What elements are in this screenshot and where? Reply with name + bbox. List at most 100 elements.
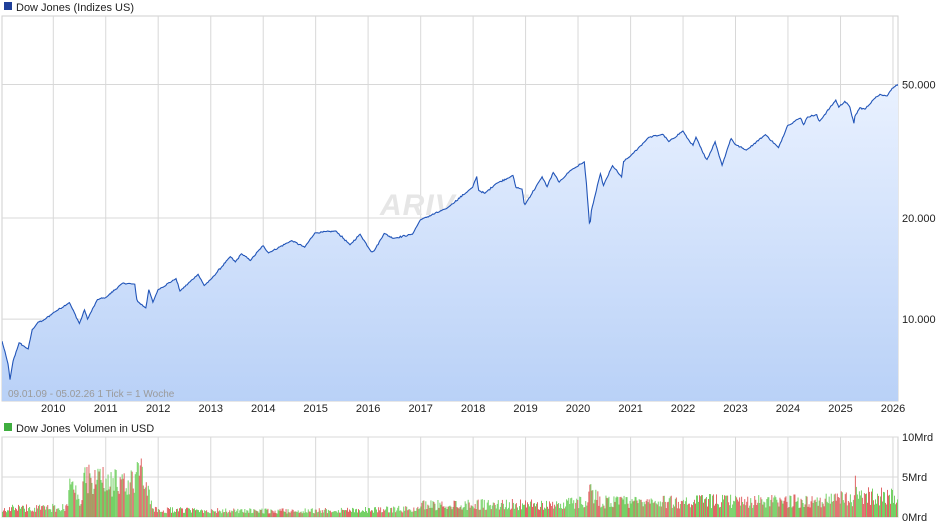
volume-bar xyxy=(710,494,711,517)
volume-bar xyxy=(226,511,228,517)
price-x-axis: 2010 2011 2012 2013 2014 2015 2016 2017 2018 2019… xyxy=(41,403,905,415)
volume-bar xyxy=(225,508,227,517)
volume-bar xyxy=(195,510,196,517)
volume-bar xyxy=(468,502,470,517)
volume-bar xyxy=(547,506,548,517)
volume-bar xyxy=(691,504,692,517)
volume-bar xyxy=(633,500,635,517)
volume-bar xyxy=(318,508,320,517)
volume-bar xyxy=(464,501,466,517)
x-tick-label: 2019 xyxy=(513,403,537,415)
volume-bar xyxy=(597,491,599,517)
volume-bar xyxy=(537,502,538,517)
volume-bar xyxy=(382,512,384,517)
volume-bar xyxy=(655,503,657,517)
volume-bar xyxy=(481,499,483,517)
volume-bar xyxy=(238,513,240,517)
volume-bar xyxy=(138,475,140,517)
volume-bar xyxy=(21,506,22,517)
volume-bar xyxy=(104,491,106,517)
volume-bar xyxy=(562,509,564,517)
volume-bar xyxy=(430,500,432,517)
volume-bar xyxy=(663,495,665,517)
volume-bar xyxy=(449,505,451,517)
volume-bar xyxy=(352,507,353,517)
volume-bar xyxy=(674,498,676,517)
volume-bar xyxy=(385,509,387,517)
volume-bar xyxy=(609,506,611,517)
volume-bar xyxy=(586,505,588,517)
x-tick-label: 2025 xyxy=(828,403,852,415)
volume-bar xyxy=(535,506,536,517)
volume-bar xyxy=(258,512,260,517)
volume-bar xyxy=(13,506,14,517)
volume-bar xyxy=(38,505,40,517)
volume-bar xyxy=(846,505,848,517)
volume-bar xyxy=(549,501,550,517)
volume-bar xyxy=(51,512,53,517)
volume-bar xyxy=(823,506,825,517)
volume-bar xyxy=(10,511,11,517)
volume-bar xyxy=(772,502,774,517)
volume-bar xyxy=(237,508,239,517)
volume-bar xyxy=(243,512,245,517)
volume-bar xyxy=(119,477,121,517)
volume-bar xyxy=(501,499,503,517)
volume-bar xyxy=(518,510,519,517)
volume-bar xyxy=(156,512,158,517)
volume-bar xyxy=(539,509,540,517)
volume-bar xyxy=(580,497,582,517)
volume-bar xyxy=(220,511,222,517)
volume-bar xyxy=(63,509,65,517)
volume-bar xyxy=(115,470,117,517)
volume-bar xyxy=(174,511,175,517)
volume-bar xyxy=(572,503,574,517)
volume-bar xyxy=(295,511,297,517)
volume-bar xyxy=(188,508,189,517)
volume-bar xyxy=(794,494,796,517)
volume-bar xyxy=(485,509,487,517)
volume-bar xyxy=(202,510,203,517)
volume-bar xyxy=(661,502,663,517)
volume-bar xyxy=(151,508,153,517)
volume-bar xyxy=(242,511,244,517)
volume-bar xyxy=(717,503,718,517)
volume-bar xyxy=(476,500,478,517)
volume-bar xyxy=(863,493,865,517)
volume-bar xyxy=(271,510,273,517)
volume-bar xyxy=(730,494,732,517)
volume-bar xyxy=(137,463,139,517)
volume-bar xyxy=(513,508,515,517)
volume-bar xyxy=(825,493,827,517)
volume-bar xyxy=(566,499,568,517)
volume-bar xyxy=(475,509,477,517)
volume-bar xyxy=(599,496,601,517)
volume-bar xyxy=(528,504,529,517)
volume-bar xyxy=(48,509,50,517)
volume-bar xyxy=(215,511,217,517)
volume-bar xyxy=(778,506,780,517)
volume-bar xyxy=(556,501,558,517)
volume-bar xyxy=(845,492,847,517)
volume-bar xyxy=(415,511,417,517)
volume-bar xyxy=(751,502,753,517)
volume-bar xyxy=(879,505,880,517)
volume-bar xyxy=(376,509,377,517)
x-tick-label: 2024 xyxy=(776,403,800,415)
volume-bar xyxy=(872,488,873,517)
volume-bar xyxy=(889,494,890,517)
volume-bar xyxy=(637,503,639,517)
volume-bar xyxy=(750,498,752,517)
volume-bar xyxy=(729,505,731,517)
volume-bar xyxy=(423,500,425,517)
volume-bar xyxy=(870,504,871,517)
volume-bar xyxy=(645,500,647,517)
x-tick-label: 2013 xyxy=(199,403,223,415)
volume-bar xyxy=(180,507,181,517)
volume-bar xyxy=(431,507,433,517)
volume-bar xyxy=(658,506,660,517)
volume-bar xyxy=(124,491,126,517)
volume-bar xyxy=(469,507,471,517)
volume-bar xyxy=(337,510,339,517)
volume-bar xyxy=(46,506,48,517)
